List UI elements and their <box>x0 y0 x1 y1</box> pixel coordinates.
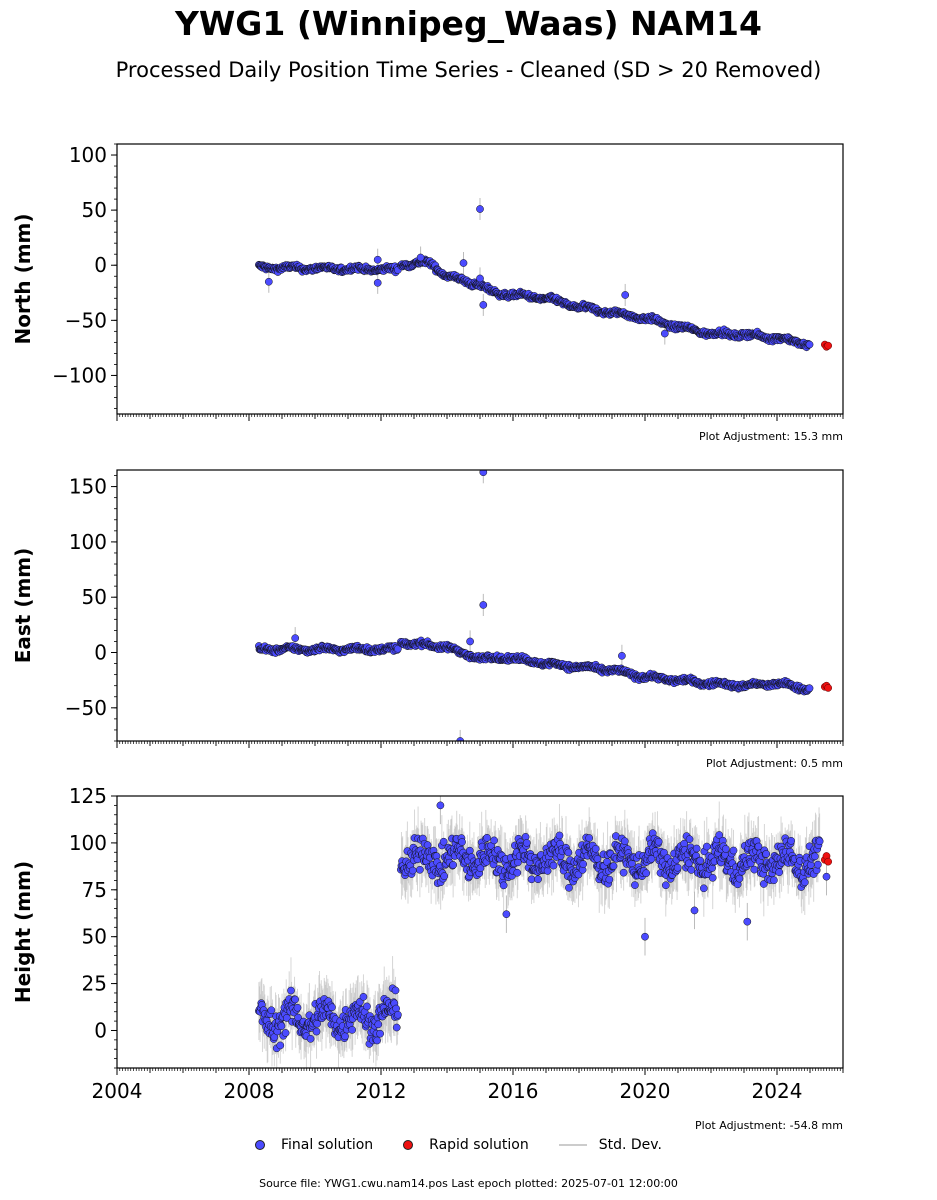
outlier-point <box>466 637 474 646</box>
final-solution-points <box>255 205 814 352</box>
final-point <box>394 644 402 653</box>
std-dev-bars <box>258 470 811 741</box>
y-tick-label: 50 <box>82 198 107 222</box>
plot-area <box>255 470 833 741</box>
panel-1: −50 0 50 100 150 East (mm) Plot Adjustment: 0.… <box>11 469 844 770</box>
y-tick-label: 100 <box>69 530 107 554</box>
rapid-solution-points <box>821 681 833 692</box>
outlier-point <box>618 651 626 660</box>
y-tick-label: −50 <box>65 696 107 720</box>
y-tick-label: 150 <box>69 475 107 499</box>
outlier-point <box>621 291 630 299</box>
outlier-point <box>416 253 425 262</box>
plot-adjustment-label: Plot Adjustment: 15.3 mm <box>699 430 843 443</box>
y-tick-label: 0 <box>94 253 107 277</box>
outlier-point <box>479 601 488 609</box>
y-tick-label: 50 <box>82 585 107 609</box>
outlier-point <box>291 634 300 642</box>
final-point <box>805 340 814 349</box>
rapid-solution-points <box>821 340 833 351</box>
chart-title: YWG1 (Winnipeg_Waas) NAM14 <box>175 4 762 43</box>
y-tick-label: 0 <box>94 641 107 665</box>
outlier-point <box>479 301 488 309</box>
outlier-point <box>479 470 488 477</box>
y-tick-label: 100 <box>69 143 107 167</box>
y-axis-label: East (mm) <box>11 548 35 664</box>
outlier-point <box>373 255 382 264</box>
rapid-point <box>824 684 833 692</box>
rapid-point <box>824 341 833 350</box>
chart-subtitle: Processed Daily Position Time Series - C… <box>115 58 822 82</box>
final-point <box>805 684 814 693</box>
panel-0: −100 −50 0 50 100 North (mm) Plot Adjustment: … <box>11 143 844 443</box>
outlier-point <box>660 329 669 338</box>
y-tick-label: −50 <box>65 308 107 332</box>
plot-area <box>255 796 833 1068</box>
outlier-point <box>264 277 273 286</box>
outlier-point <box>476 274 484 283</box>
plot-area <box>255 198 833 352</box>
final-solution-points <box>255 470 814 741</box>
y-tick-label: −100 <box>52 363 107 387</box>
outlier-point <box>373 279 382 287</box>
plot-adjustment-label: Plot Adjustment: 0.5 mm <box>706 757 843 770</box>
outlier-point <box>476 205 484 213</box>
y-axis-label: North (mm) <box>11 213 35 344</box>
outlier-point <box>459 259 468 267</box>
outlier-point <box>456 737 465 741</box>
